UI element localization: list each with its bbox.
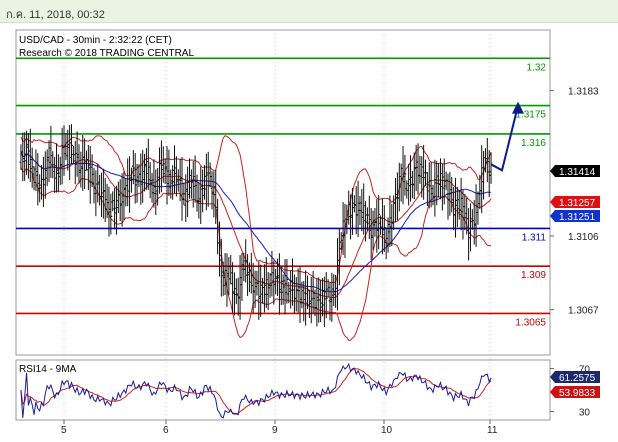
moving-average-line xyxy=(20,151,492,293)
forecast-arrow-line xyxy=(490,105,519,172)
level-label: 1.316 xyxy=(521,138,546,149)
level-label: 1.311 xyxy=(522,232,547,243)
chart-subtitle: Research © 2018 TRADING CENTRAL xyxy=(19,48,194,59)
y-tick-label: 1.3183 xyxy=(568,86,599,97)
forecast-layer xyxy=(490,101,524,172)
top-bar: ก.ค. 11, 2018, 00:32 xyxy=(0,0,618,23)
y-tick-label: 1.3067 xyxy=(568,306,599,317)
candles-layer xyxy=(19,124,493,327)
levels-layer: 1.32 1.3175 1.316 1.311 1.309 1.3065 xyxy=(16,57,550,328)
price-badge-shape xyxy=(550,196,600,208)
x-tick-label: 9 xyxy=(272,425,278,436)
grid-layer xyxy=(63,30,491,420)
y-tick-label: 1.3106 xyxy=(568,232,599,243)
timestamp-label: ก.ค. 11, 2018, 00:32 xyxy=(6,9,105,21)
price-badge-label: 1.31257 xyxy=(559,198,596,209)
axis-layer: 5 6 9 10 11 1.3183 1.3106 1.3067 70 30 xyxy=(61,86,599,436)
price-badge-shape xyxy=(550,210,600,222)
bollinger-upper-line xyxy=(20,135,492,283)
price-badge-shape xyxy=(550,165,600,177)
rsi-badge-label: 53.9833 xyxy=(559,388,596,399)
rsi-y-tick-label: 70 xyxy=(579,365,591,376)
indicator-panel-frame xyxy=(15,359,551,421)
rsi-layer xyxy=(20,362,492,419)
rsi-badge-shape xyxy=(550,371,600,383)
rsi-badge-shape xyxy=(550,386,600,398)
chart-title: USD/CAD - 30min - 2:32:22 (CET) xyxy=(19,35,172,46)
rsi-ma-line xyxy=(20,368,492,414)
level-label: 1.309 xyxy=(521,270,546,281)
x-tick-label: 5 xyxy=(61,425,67,436)
bollinger-middle-line xyxy=(20,151,492,299)
forecast-arrow-head xyxy=(512,101,524,114)
level-label: 1.3175 xyxy=(515,110,546,121)
rsi-line xyxy=(20,362,492,419)
price-badge-label: 1.31251 xyxy=(559,212,596,223)
price-badge-label: 1.31414 xyxy=(559,167,596,178)
x-tick-label: 10 xyxy=(381,425,393,436)
level-label: 1.3065 xyxy=(515,317,546,328)
level-label: 1.32 xyxy=(527,62,547,73)
rsi-badge-label: 61.2575 xyxy=(559,373,596,384)
badge-layer: 1.31414 1.31257 1.31251 61.2575 53.9833 xyxy=(550,165,600,399)
indicator-title: RSI14 - 9MA xyxy=(19,364,77,375)
rsi-y-tick-label: 30 xyxy=(579,407,591,418)
x-tick-label: 6 xyxy=(163,425,169,436)
x-tick-label: 11 xyxy=(487,425,498,436)
